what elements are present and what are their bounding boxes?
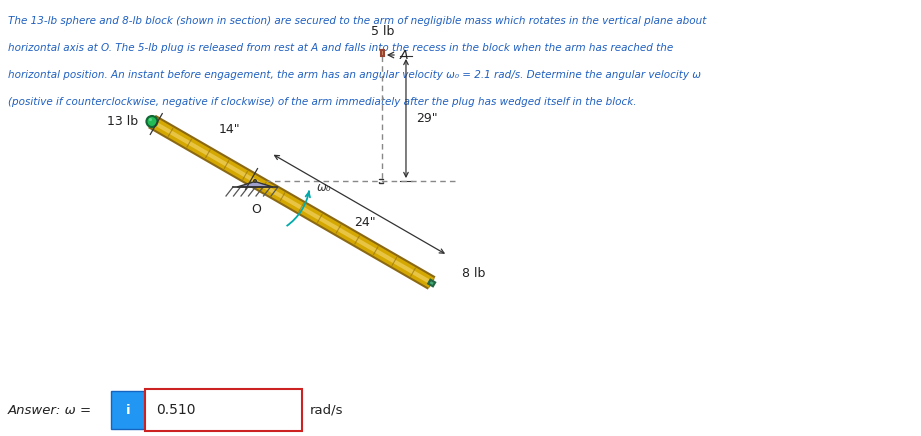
Polygon shape (237, 181, 273, 187)
Text: O: O (251, 203, 261, 216)
Circle shape (149, 118, 152, 121)
Text: The 13-lb sphere and 8-lb block (shown in section) are secured to the arm of neg: The 13-lb sphere and 8-lb block (shown i… (8, 16, 706, 26)
Text: Answer: ω =: Answer: ω = (8, 403, 97, 416)
Text: (positive if counterclockwise, negative if clockwise) of the arm immediately aft: (positive if counterclockwise, negative … (8, 97, 636, 107)
Text: rad/s: rad/s (310, 403, 344, 416)
Text: A: A (400, 48, 409, 61)
FancyBboxPatch shape (111, 391, 145, 429)
Text: 0.510: 0.510 (156, 403, 195, 417)
FancyBboxPatch shape (145, 389, 302, 431)
Text: 8 lb: 8 lb (461, 266, 485, 279)
Circle shape (146, 116, 157, 127)
Text: 14": 14" (218, 123, 240, 136)
Bar (381, 50, 384, 56)
Text: 29": 29" (416, 112, 437, 125)
Text: i: i (125, 403, 130, 416)
Text: 13 lb: 13 lb (108, 115, 138, 128)
Bar (379, 179, 383, 184)
Bar (428, 279, 436, 286)
Text: 5 lb: 5 lb (371, 25, 394, 38)
Text: horizontal position. An instant before engagement, the arm has an angular veloci: horizontal position. An instant before e… (8, 70, 701, 80)
Text: ω₀: ω₀ (317, 181, 332, 194)
Text: 24": 24" (355, 216, 376, 229)
Circle shape (253, 180, 256, 182)
Text: horizontal axis at O. The 5-lb plug is released from rest at A and falls into th: horizontal axis at O. The 5-lb plug is r… (8, 43, 673, 53)
